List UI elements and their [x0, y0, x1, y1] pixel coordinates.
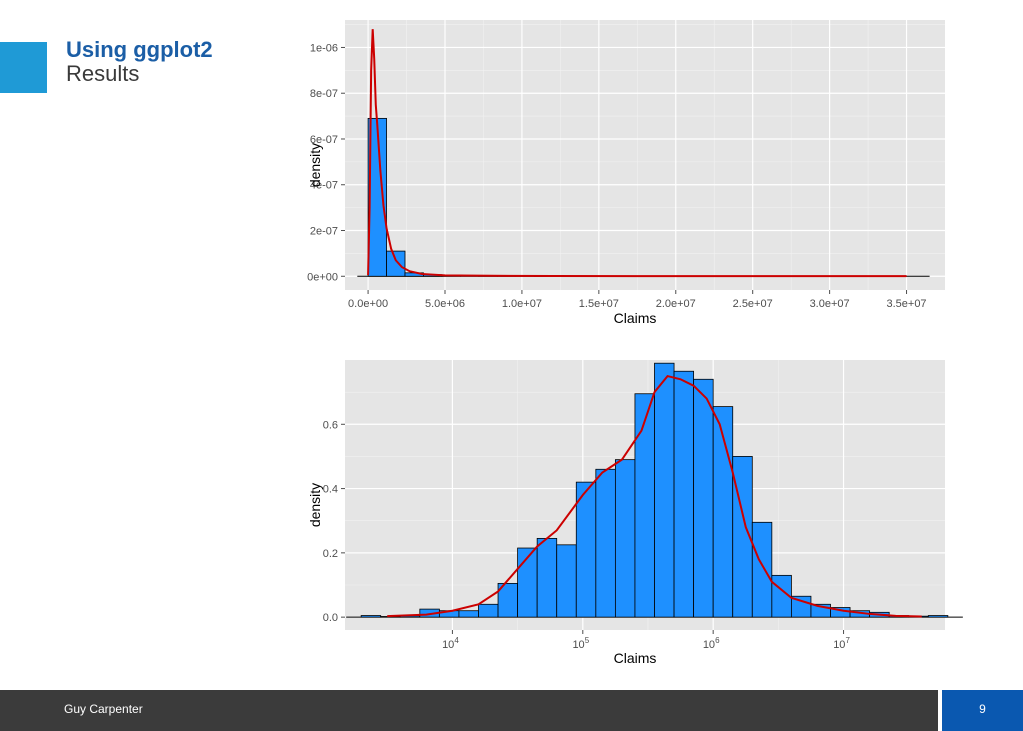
x-tick-label: 0.0e+00 — [348, 298, 388, 310]
footer: Guy Carpenter 9 — [0, 690, 1023, 731]
x-tick-label: 2.5e+07 — [733, 298, 773, 310]
histogram-bar — [595, 468, 616, 618]
density-curve — [367, 29, 907, 278]
histogram-bar — [673, 370, 695, 618]
histogram-bar — [478, 603, 499, 618]
x-tick-label: 104 — [442, 636, 459, 651]
histogram-bar — [614, 459, 636, 618]
histogram-bar — [360, 615, 382, 618]
x-tick-label: 5.0e+06 — [425, 298, 465, 310]
page-number-box: 9 — [942, 690, 1023, 731]
y-tick-label: 8e-07 — [310, 88, 338, 100]
y-tick-label: 0.6 — [323, 419, 338, 431]
y-tick-label: 6e-07 — [310, 134, 338, 146]
histogram-bar — [927, 615, 949, 618]
histogram-bar — [458, 610, 479, 618]
histogram-log: 0.0 0.2 0.4 0.6 104 105 106 107 Claims density — [307, 360, 963, 666]
y-tick-label: 0.4 — [323, 484, 338, 496]
slide-title: Using ggplot2 — [66, 37, 213, 62]
y-tick-label: 4e-07 — [310, 180, 338, 192]
x-axis-title: Claims — [614, 650, 657, 666]
y-tick-label: 0.0 — [323, 612, 338, 624]
y-axis-title: density — [307, 143, 323, 187]
x-tick-label: 1.0e+07 — [502, 298, 542, 310]
histogram-bar — [634, 393, 655, 618]
plot-panel — [345, 20, 945, 290]
histogram-bar — [751, 521, 773, 618]
histogram-bar — [386, 250, 406, 277]
density-curve — [387, 374, 922, 618]
x-tick-label: 3.0e+07 — [810, 298, 850, 310]
x-tick-label: 106 — [703, 636, 720, 651]
histogram-bar — [556, 544, 577, 618]
y-axis-title: density — [307, 483, 323, 527]
y-tick-label: 1e-06 — [310, 42, 338, 54]
x-axis-title: Claims — [614, 310, 657, 326]
y-tick-label: 0e+00 — [307, 271, 338, 283]
slide-subtitle: Results — [66, 61, 140, 86]
x-tick-label: 105 — [572, 636, 589, 651]
x-tick-label: 2.0e+07 — [656, 298, 696, 310]
y-tick-label: 0.2 — [323, 548, 338, 560]
page-number: 9 — [979, 702, 986, 716]
footer-separator — [938, 690, 942, 731]
histogram-bar — [575, 481, 597, 618]
accent-block — [0, 42, 47, 93]
y-tick-label: 2e-07 — [310, 226, 338, 238]
x-tick-label: 107 — [833, 636, 850, 651]
histogram-linear: 0e+00 2e-07 4e-07 6e-07 8e-07 1e-06 0.0e+00 5.0… — [307, 20, 945, 326]
x-tick-label: 3.5e+07 — [886, 298, 926, 310]
histogram-bar — [654, 362, 675, 618]
footer-bar: Guy Carpenter — [0, 690, 938, 731]
footer-company: Guy Carpenter — [64, 702, 143, 716]
histogram-bar — [536, 537, 558, 618]
x-tick-label: 1.5e+07 — [579, 298, 619, 310]
histogram-bar — [693, 378, 714, 618]
